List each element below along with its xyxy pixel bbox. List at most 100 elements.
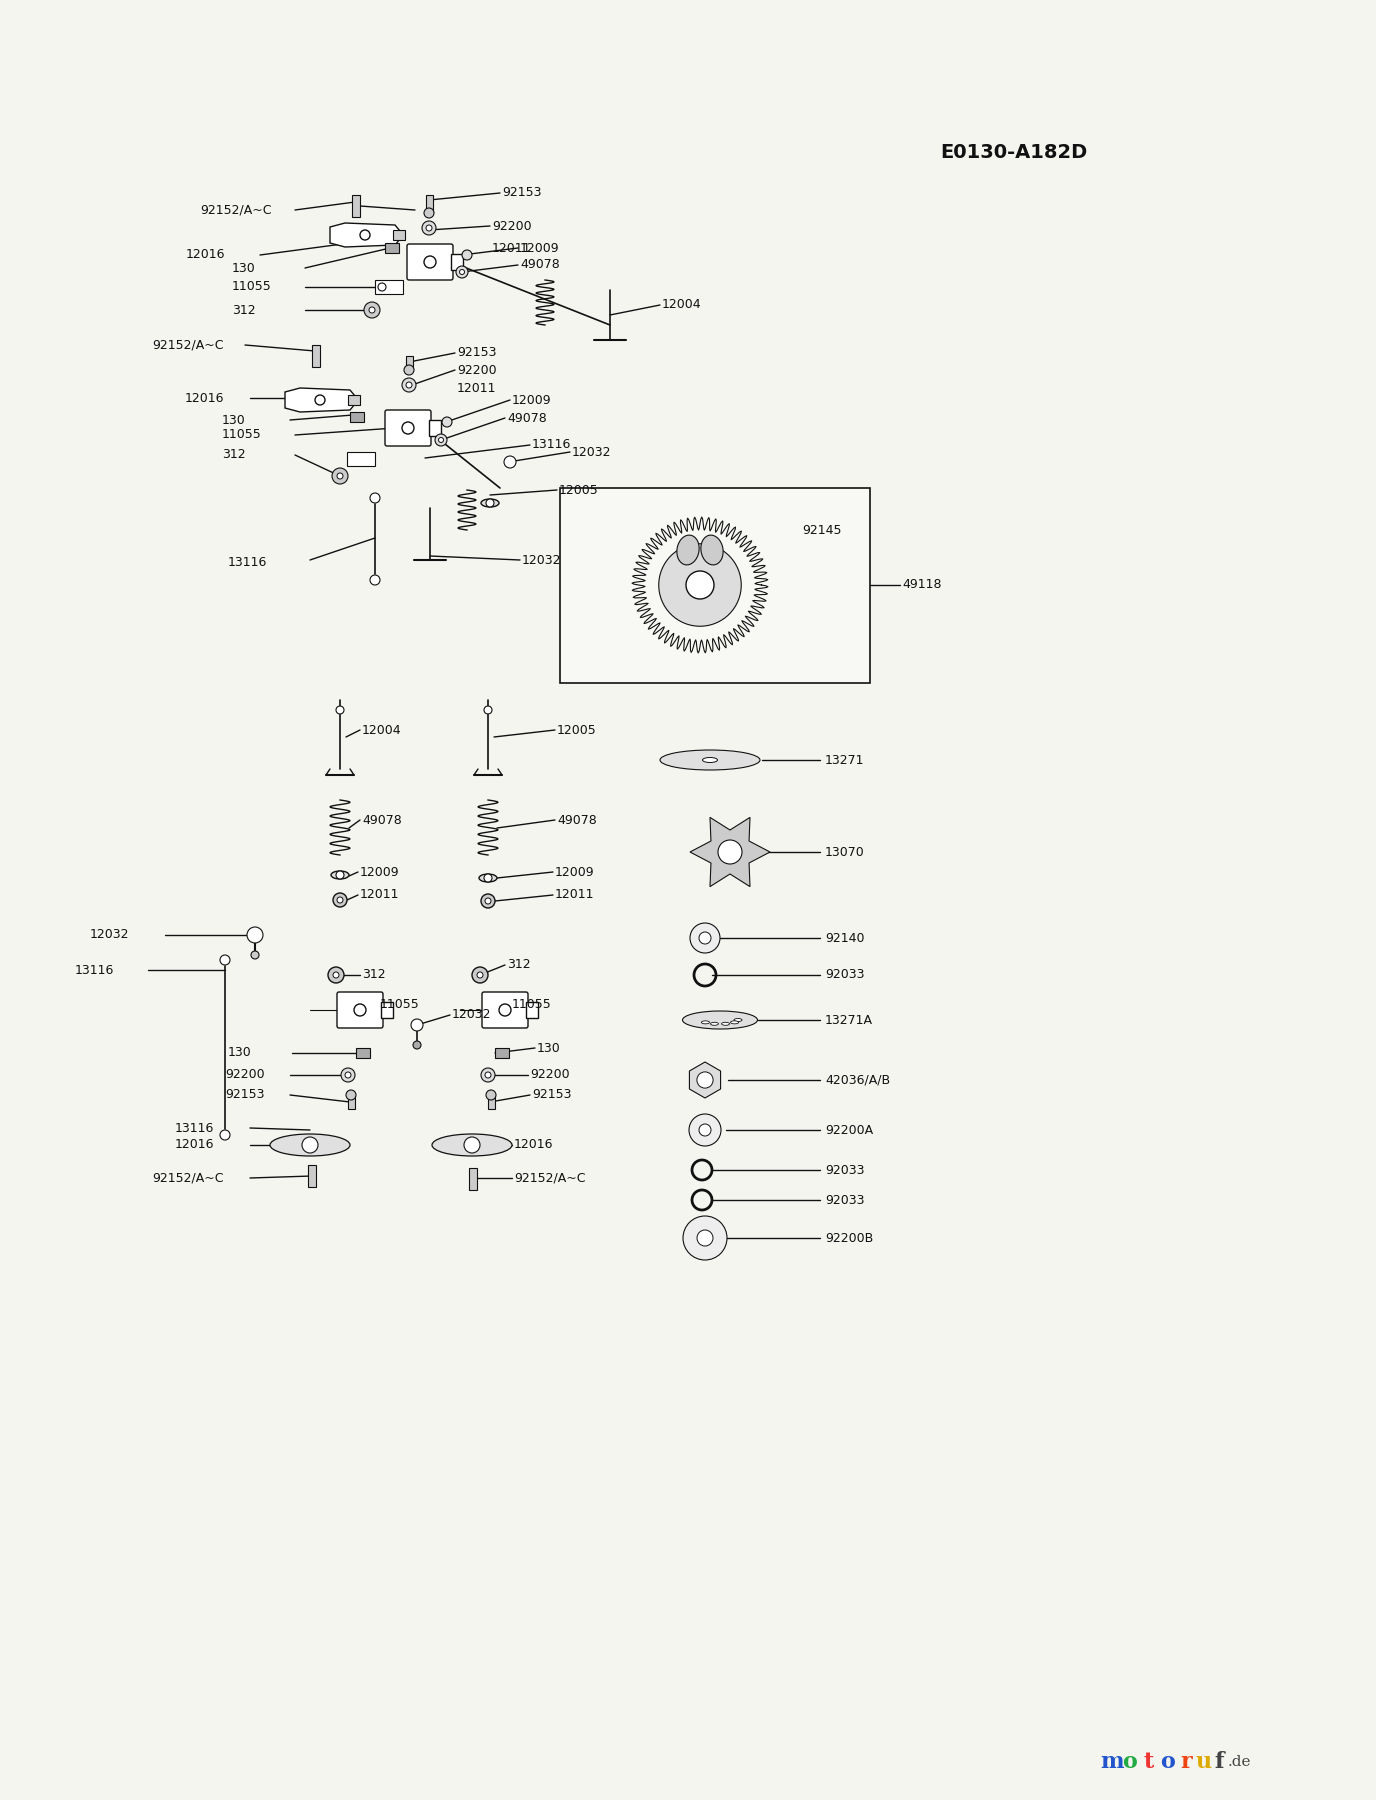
Text: 12011: 12011: [361, 889, 399, 902]
Text: o: o: [1160, 1751, 1175, 1773]
Ellipse shape: [432, 1134, 512, 1156]
Text: 42036/A/B: 42036/A/B: [826, 1073, 890, 1087]
Bar: [469, 1168, 477, 1190]
Circle shape: [327, 967, 344, 983]
Circle shape: [365, 302, 380, 319]
Text: 130: 130: [537, 1042, 561, 1055]
Circle shape: [336, 871, 344, 878]
Text: 12032: 12032: [572, 446, 611, 459]
Text: m: m: [1099, 1751, 1124, 1773]
Text: 130: 130: [228, 1046, 252, 1060]
Circle shape: [699, 1123, 711, 1136]
Text: 92152/A~C: 92152/A~C: [151, 1172, 223, 1184]
Circle shape: [406, 382, 411, 389]
Text: 11055: 11055: [222, 428, 261, 441]
Circle shape: [424, 256, 436, 268]
Circle shape: [472, 967, 488, 983]
Circle shape: [455, 266, 468, 277]
Circle shape: [422, 221, 436, 236]
Circle shape: [482, 895, 495, 907]
Text: 12009: 12009: [361, 866, 399, 878]
Text: 12032: 12032: [522, 554, 561, 567]
Text: 312: 312: [506, 958, 531, 972]
Text: 11055: 11055: [233, 281, 271, 293]
Polygon shape: [285, 389, 355, 412]
Text: 13116: 13116: [228, 556, 267, 569]
Text: 12016: 12016: [175, 1139, 215, 1152]
Text: 12032: 12032: [89, 929, 129, 941]
Circle shape: [378, 283, 387, 292]
Bar: [381, 1003, 394, 1019]
Circle shape: [345, 1091, 356, 1100]
Text: 92153: 92153: [457, 346, 497, 360]
Text: 12004: 12004: [362, 724, 402, 736]
Circle shape: [484, 875, 493, 882]
Circle shape: [442, 418, 451, 427]
Circle shape: [699, 932, 711, 943]
Ellipse shape: [682, 1012, 758, 1030]
Circle shape: [405, 365, 414, 374]
Circle shape: [499, 1004, 510, 1015]
Circle shape: [315, 394, 325, 405]
Circle shape: [424, 209, 433, 218]
Bar: [312, 346, 321, 367]
FancyBboxPatch shape: [407, 245, 453, 281]
Ellipse shape: [731, 1021, 739, 1024]
Circle shape: [332, 468, 348, 484]
Text: 92200: 92200: [457, 364, 497, 376]
Ellipse shape: [332, 871, 350, 878]
Circle shape: [482, 1067, 495, 1082]
Text: E0130-A182D: E0130-A182D: [940, 142, 1087, 162]
Text: 130: 130: [233, 261, 256, 274]
Circle shape: [460, 270, 465, 274]
Polygon shape: [632, 517, 768, 653]
Bar: [385, 243, 399, 254]
Text: 92153: 92153: [502, 187, 542, 200]
Circle shape: [369, 308, 376, 313]
Circle shape: [687, 571, 714, 599]
Text: 92153: 92153: [226, 1089, 264, 1102]
Text: 312: 312: [233, 304, 256, 317]
Text: 92033: 92033: [826, 1163, 864, 1177]
Circle shape: [337, 473, 343, 479]
Text: 49078: 49078: [506, 412, 546, 425]
Text: .de: .de: [1227, 1755, 1252, 1769]
Ellipse shape: [700, 535, 724, 565]
Circle shape: [682, 1217, 727, 1260]
Text: 49118: 49118: [903, 578, 941, 592]
Text: 12005: 12005: [557, 724, 597, 736]
Text: 12009: 12009: [512, 394, 552, 407]
Bar: [526, 1003, 538, 1019]
Text: 49078: 49078: [520, 259, 560, 272]
Text: t: t: [1143, 1751, 1154, 1773]
Circle shape: [504, 455, 516, 468]
Text: 312: 312: [222, 448, 246, 461]
FancyBboxPatch shape: [385, 410, 431, 446]
Text: 92152/A~C: 92152/A~C: [151, 338, 223, 351]
Circle shape: [341, 1067, 355, 1082]
Text: 12016: 12016: [186, 248, 226, 261]
Circle shape: [250, 950, 259, 959]
Circle shape: [659, 544, 742, 626]
Polygon shape: [689, 1062, 721, 1098]
Circle shape: [336, 706, 344, 715]
Ellipse shape: [703, 758, 717, 763]
Text: 12011: 12011: [457, 382, 497, 394]
Text: 312: 312: [362, 968, 385, 981]
Circle shape: [689, 923, 720, 952]
Text: 12011: 12011: [493, 241, 531, 254]
Text: 92153: 92153: [533, 1089, 571, 1102]
Bar: [376, 281, 403, 293]
Text: 12032: 12032: [451, 1008, 491, 1022]
Text: 92200: 92200: [493, 220, 531, 232]
Ellipse shape: [482, 499, 499, 508]
Circle shape: [402, 378, 416, 392]
Circle shape: [333, 972, 338, 977]
Bar: [308, 1165, 316, 1186]
Text: 13116: 13116: [175, 1121, 215, 1134]
Circle shape: [301, 1138, 318, 1154]
Bar: [451, 254, 462, 270]
Text: 92033: 92033: [826, 968, 864, 981]
FancyBboxPatch shape: [482, 992, 528, 1028]
Text: 92152/A~C: 92152/A~C: [515, 1172, 586, 1184]
